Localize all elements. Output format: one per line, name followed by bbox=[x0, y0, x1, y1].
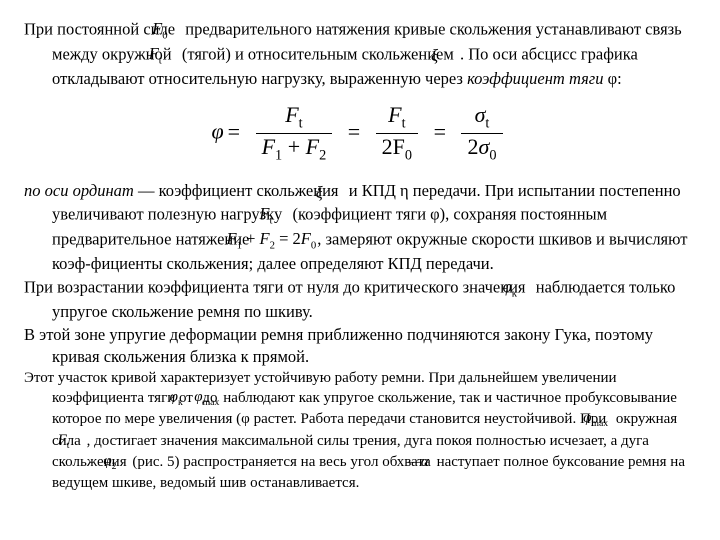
eq-frac-3: σt 22σσ0 bbox=[461, 103, 502, 164]
text: — коэффициент скольжения bbox=[134, 181, 343, 200]
sym-F1F2eq2F0: F1 + F2 = 2F0 bbox=[254, 228, 318, 253]
paragraph-5: Этот участок кривой характеризует устойч… bbox=[24, 369, 696, 493]
text: (рис. 5) распространяется на весь угол о… bbox=[132, 454, 434, 470]
text: В этой зоне упругие деформации ремня при… bbox=[24, 325, 653, 365]
paragraph-4: В этой зоне упругие деформации ремня при… bbox=[24, 324, 696, 366]
paragraph-1: При постоянной силе F0 предварительного … bbox=[24, 18, 696, 89]
text: (тягой) и относительным скольжением bbox=[178, 44, 458, 63]
equation-phi: φ= Ft F1 + F2 = Ft 2F0 = σt 22σσ0 bbox=[24, 103, 696, 164]
text: φ: bbox=[603, 69, 621, 88]
paragraph-3: При возрастании коэффициента тяги от нул… bbox=[24, 276, 696, 322]
emph-coef: коэффициент тяги bbox=[467, 69, 603, 88]
paragraph-2: по оси ординат — коэффициент скольжения … bbox=[24, 180, 696, 274]
emph-axis: по оси ординат bbox=[24, 181, 134, 200]
text: При возрастании коэффициента тяги от нул… bbox=[24, 278, 530, 297]
eq-frac-1: Ft F1 + F2 bbox=[256, 103, 333, 164]
eq-frac-2: Ft 2F0 bbox=[376, 103, 418, 164]
eq-lhs: φ bbox=[212, 119, 224, 144]
